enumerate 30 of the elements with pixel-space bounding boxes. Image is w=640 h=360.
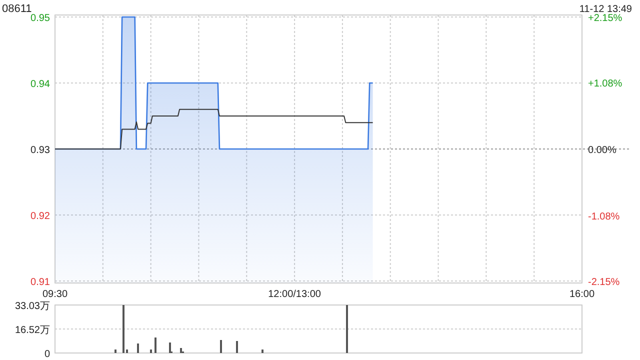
y-tick-label: 0.93 — [30, 145, 50, 156]
y-tick-label: 33.03万 — [14, 301, 50, 312]
chart-title: 08611 — [2, 3, 32, 15]
y-tick-label: 0.95 — [30, 12, 50, 24]
y-tick-label: 0.94 — [30, 78, 50, 90]
y2-tick-label: 0.00% — [588, 145, 616, 156]
y-tick-label: 0 — [44, 349, 50, 360]
bar — [168, 342, 171, 353]
bar — [220, 340, 222, 353]
bar — [122, 305, 125, 353]
bar — [180, 348, 182, 353]
y2-tick-label: +1.08% — [588, 78, 622, 90]
annotation: 11-12 13:49 — [579, 4, 632, 15]
x-tick-label: 16:00 — [569, 289, 595, 300]
y-tick-label: 0.92 — [30, 211, 50, 222]
bar — [262, 350, 264, 353]
bar — [114, 350, 117, 353]
y-tick-label: 0.91 — [30, 277, 50, 288]
bar — [150, 350, 152, 353]
line-series — [54, 108, 374, 150]
bar — [236, 340, 238, 353]
bar — [154, 338, 157, 353]
y-tick-label: 16.52万 — [14, 324, 50, 336]
y2-tick-label: -1.08% — [588, 211, 620, 222]
bar — [137, 344, 140, 353]
y2-tick-label: -2.15% — [588, 277, 620, 288]
x-tick-label: 12:00/13:00 — [268, 289, 322, 300]
x-tick-label: 09:30 — [42, 289, 68, 300]
bar — [346, 305, 348, 353]
y2-tick-label: +2.15% — [588, 12, 622, 24]
